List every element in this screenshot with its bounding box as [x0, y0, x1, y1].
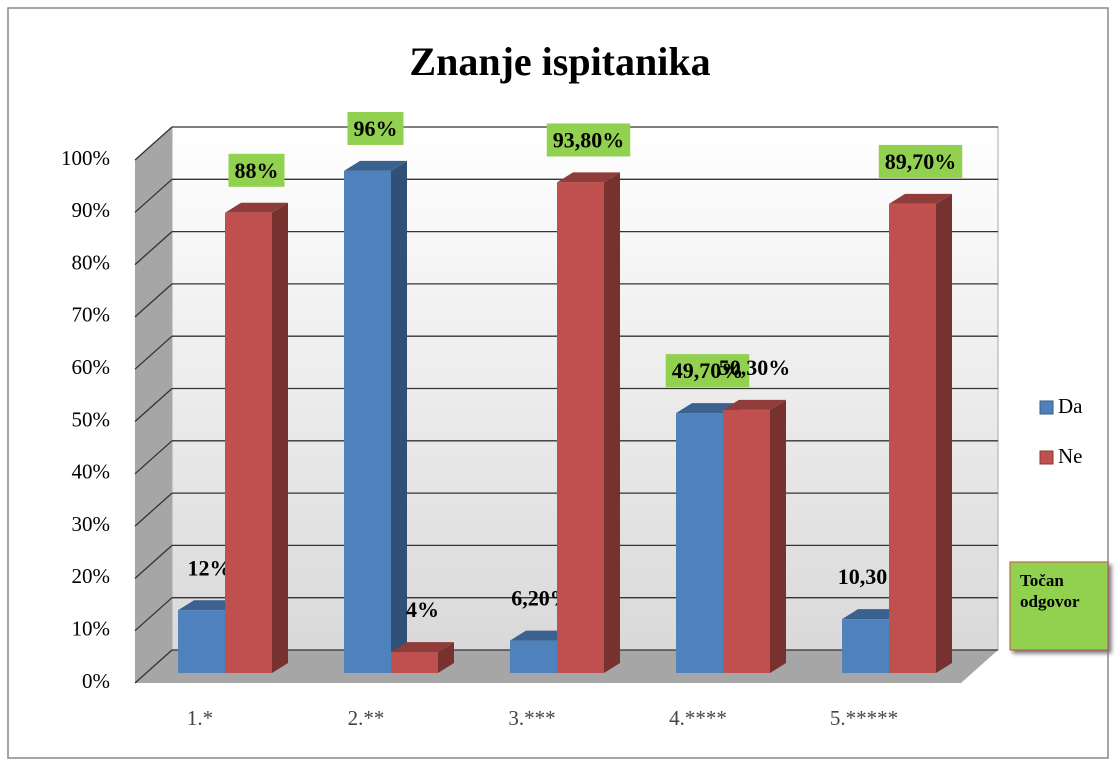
- bar-top: [889, 193, 952, 204]
- value-label: 50,30%: [719, 355, 791, 380]
- grid-line-side: [134, 283, 173, 318]
- value-label: 89,70%: [885, 149, 957, 174]
- bar-top: [344, 160, 407, 171]
- annotation: Točan odgovor: [1020, 571, 1080, 611]
- grid-line-side: [134, 649, 173, 684]
- bar-top: [723, 399, 786, 410]
- value-label-box: [347, 111, 404, 145]
- bar: [889, 193, 952, 673]
- bar-top: [225, 202, 288, 213]
- x-tick-label: 2.**: [348, 706, 385, 730]
- value-label-box: [228, 153, 285, 187]
- bar: [557, 172, 620, 673]
- y-tick-label: 90%: [72, 198, 111, 222]
- bar-front: [178, 610, 225, 673]
- grid-line-side: [134, 126, 173, 161]
- value-label-box: [665, 354, 750, 388]
- bar: [225, 202, 288, 673]
- value-label: 49,70%: [672, 358, 744, 383]
- legend-swatch: [1039, 450, 1054, 465]
- bar-front: [225, 212, 272, 673]
- bar-front: [510, 640, 557, 673]
- x-tick-label: 5.*****: [830, 706, 898, 730]
- value-label: 88%: [235, 158, 279, 183]
- grid-line-side: [134, 440, 173, 475]
- bar-side: [770, 399, 786, 673]
- bar-front: [889, 203, 936, 673]
- annotation-wrap: Točan odgovor: [1020, 571, 1080, 611]
- grid-line-side: [134, 492, 173, 527]
- chart-title: Znanje ispitanika: [409, 39, 710, 84]
- x-tick-label: 1.*: [187, 706, 213, 730]
- bar-side: [936, 193, 952, 673]
- grid-line-side: [134, 178, 173, 213]
- bar: [723, 399, 786, 673]
- bar-top: [557, 172, 620, 183]
- y-tick-label: 0%: [82, 669, 110, 693]
- grid-line-side: [134, 597, 173, 632]
- x-tick-label: 4.****: [669, 706, 727, 730]
- y-tick-label: 60%: [72, 355, 111, 379]
- bar: [344, 160, 407, 674]
- value-label-box: [878, 144, 963, 178]
- grid-line-side: [134, 231, 173, 266]
- bar-side: [272, 202, 288, 673]
- x-tick-label: 3.***: [508, 706, 555, 730]
- bar: [391, 642, 454, 673]
- bar-front: [723, 409, 770, 673]
- grid-line-side: [134, 335, 173, 370]
- bar-side: [391, 160, 407, 674]
- y-tick-label: 10%: [72, 617, 111, 641]
- y-tick-label: 40%: [72, 460, 111, 484]
- bar-front: [842, 619, 889, 673]
- bar-front: [557, 182, 604, 673]
- annotation-box: [1009, 561, 1109, 651]
- grid-line-side: [134, 388, 173, 422]
- value-label: 93,80%: [553, 127, 625, 152]
- bar-side: [604, 172, 620, 673]
- legend-swatch: [1039, 400, 1054, 415]
- y-tick-label: 70%: [72, 303, 111, 327]
- value-label: 12%: [188, 555, 232, 580]
- y-tick-label: 80%: [72, 250, 111, 274]
- y-tick-label: 30%: [72, 512, 111, 536]
- value-label: 4%: [406, 597, 439, 622]
- bar-top: [391, 642, 454, 653]
- bar-front: [391, 652, 438, 673]
- legend-label: Ne: [1058, 444, 1083, 468]
- y-tick-label: 20%: [72, 564, 111, 588]
- value-label: 96%: [354, 116, 398, 141]
- bar-front: [344, 170, 391, 674]
- y-tick-label: 100%: [61, 146, 110, 170]
- value-label-box: [546, 123, 631, 157]
- bar-side: [438, 642, 454, 673]
- legend-label: Da: [1058, 394, 1083, 418]
- grid-line-side: [134, 544, 173, 579]
- bar-front: [676, 413, 723, 673]
- y-tick-label: 50%: [72, 407, 111, 431]
